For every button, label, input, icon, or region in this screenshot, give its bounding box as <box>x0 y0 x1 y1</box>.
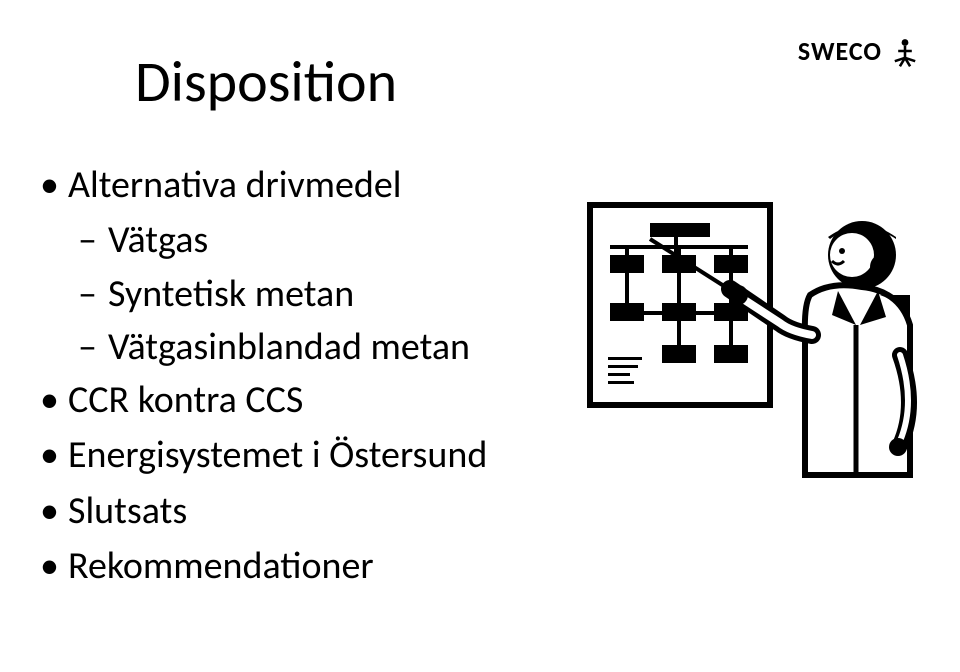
bullet-l1: Alternativa drivmedel <box>40 160 487 211</box>
bullet-l1: CCR kontra CCS <box>40 375 487 426</box>
bullet-l1: Slutsats <box>40 486 487 537</box>
logo-icon <box>888 34 922 68</box>
slide: SWECO Disposition Alternativa drivmedel … <box>0 0 960 672</box>
slide-title: Disposition <box>135 46 397 117</box>
bullet-l1: Rekommendationer <box>40 541 487 592</box>
bullet-l1: Energisystemet i Östersund <box>40 430 487 481</box>
bullet-l2: Vätgas <box>40 215 487 266</box>
logo: SWECO <box>798 34 922 68</box>
slide-content: Alternativa drivmedel Vätgas Syntetisk m… <box>40 160 487 596</box>
presenter-clipart-icon <box>580 195 930 495</box>
logo-text: SWECO <box>798 35 882 67</box>
bullet-l2: Vätgasinblandad metan <box>40 322 487 373</box>
bullet-l2: Syntetisk metan <box>40 269 487 320</box>
